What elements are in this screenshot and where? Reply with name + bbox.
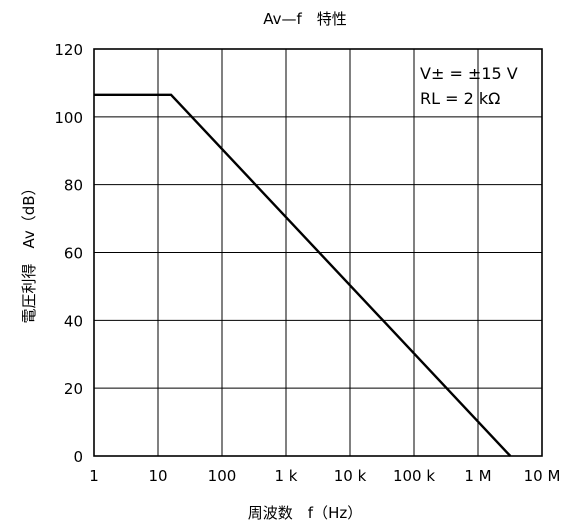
y-tick-label: 20 — [64, 380, 83, 398]
series-layer — [94, 93, 512, 457]
y-tick-label: 120 — [54, 41, 83, 59]
chart-title: Av—f 特性 — [263, 10, 347, 28]
x-tick-label: 10 M — [524, 467, 561, 485]
y-tick-label: 60 — [64, 245, 83, 263]
x-tick-label: 1 M — [464, 467, 491, 485]
y-tick-labels: 0 20 40 60 80 100 120 — [54, 41, 83, 466]
y-tick-label: 0 — [73, 448, 83, 466]
x-tick-label: 100 k — [393, 467, 435, 485]
y-tick-label: 80 — [64, 177, 83, 195]
annotation-supply-voltage: V± = ±15 V — [420, 64, 518, 83]
y-tick-label: 40 — [64, 312, 83, 330]
gain-curve — [94, 93, 512, 457]
annotation-load-resistance: RL = 2 kΩ — [420, 89, 500, 108]
y-tick-label: 100 — [54, 109, 83, 127]
x-tick-label: 10 k — [334, 467, 367, 485]
x-tick-labels: 1 10 100 1 k 10 k 100 k 1 M 10 M — [89, 467, 560, 485]
x-tick-label: 100 — [208, 467, 237, 485]
plot-frame — [93, 48, 543, 457]
x-tick-label: 1 — [89, 467, 99, 485]
x-axis-label: 周波数 f（Hz） — [248, 504, 362, 522]
x-tick-label: 10 — [148, 467, 167, 485]
y-axis-label: 電圧利得 Av（dB） — [20, 180, 38, 323]
x-tick-label: 1 k — [275, 467, 298, 485]
